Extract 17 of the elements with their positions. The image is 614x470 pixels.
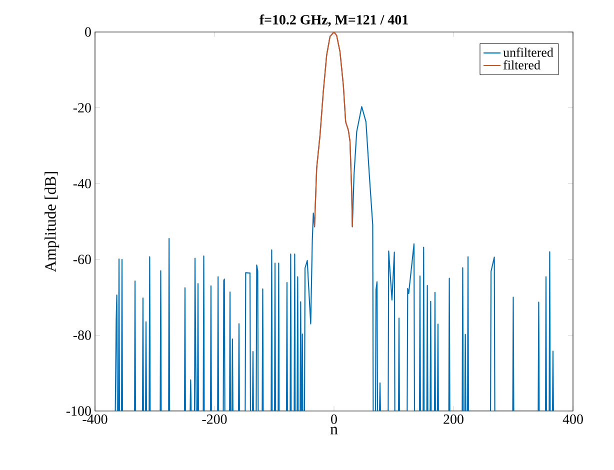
- x-tick-label: 200: [444, 414, 464, 424]
- y-tick-label: -100: [66, 406, 91, 416]
- x-tick-label: 0: [331, 414, 337, 424]
- chart-title: f=10.2 GHz, M=121 / 401: [260, 14, 408, 26]
- y-tick-label: -60: [73, 254, 91, 264]
- x-axis-title: n: [330, 426, 338, 434]
- x-tick-label: 400: [562, 414, 583, 424]
- x-tick-label: -400: [82, 414, 108, 424]
- y-tick-label: 0: [85, 27, 91, 37]
- y-tick-label: -80: [73, 330, 91, 340]
- legend-label: filtered: [503, 60, 540, 70]
- y-axis-title: Amplitude [dB]: [44, 172, 60, 272]
- y-tick-label: -40: [73, 178, 91, 188]
- y-tick-label: -20: [73, 103, 91, 113]
- x-tick-label: -200: [202, 414, 227, 424]
- legend-label: unfiltered: [503, 48, 554, 57]
- line-series: [314, 32, 353, 228]
